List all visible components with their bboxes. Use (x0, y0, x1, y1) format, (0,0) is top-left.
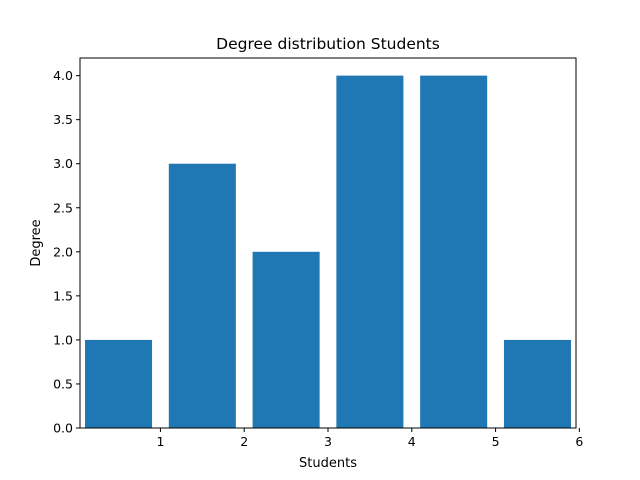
y-tick-label: 3.0 (53, 156, 73, 171)
y-tick-label: 2.0 (53, 244, 73, 259)
y-tick-label: 0.5 (53, 376, 73, 391)
chart-title: Degree distribution Students (216, 35, 440, 53)
x-axis-label: Students (299, 456, 357, 471)
y-tick-label: 0.0 (53, 421, 73, 436)
y-tick-label: 4.0 (53, 68, 73, 83)
x-axis-ticks: 1 2 3 4 5 6 (156, 428, 583, 449)
x-tick-label: 2 (240, 434, 248, 449)
bar (85, 339, 153, 428)
y-tick-label: 2.5 (53, 200, 73, 215)
bar (420, 75, 488, 428)
y-tick-label: 1.5 (53, 288, 73, 303)
x-tick-label: 3 (324, 434, 332, 449)
y-tick-label: 3.5 (53, 112, 73, 127)
x-tick-label: 4 (408, 434, 416, 449)
y-axis-label: Degree (29, 219, 44, 266)
x-tick-label: 1 (156, 434, 164, 449)
bar (503, 339, 571, 428)
bars-group (85, 75, 571, 428)
y-axis-ticks: 0.0 0.5 1.0 1.5 2.0 2.5 3.0 3.5 4.0 (53, 68, 80, 436)
bar (168, 163, 236, 428)
bar (336, 75, 404, 428)
x-tick-label: 6 (575, 434, 583, 449)
bar (252, 251, 320, 428)
y-tick-label: 1.0 (53, 332, 73, 347)
x-tick-label: 5 (492, 434, 500, 449)
